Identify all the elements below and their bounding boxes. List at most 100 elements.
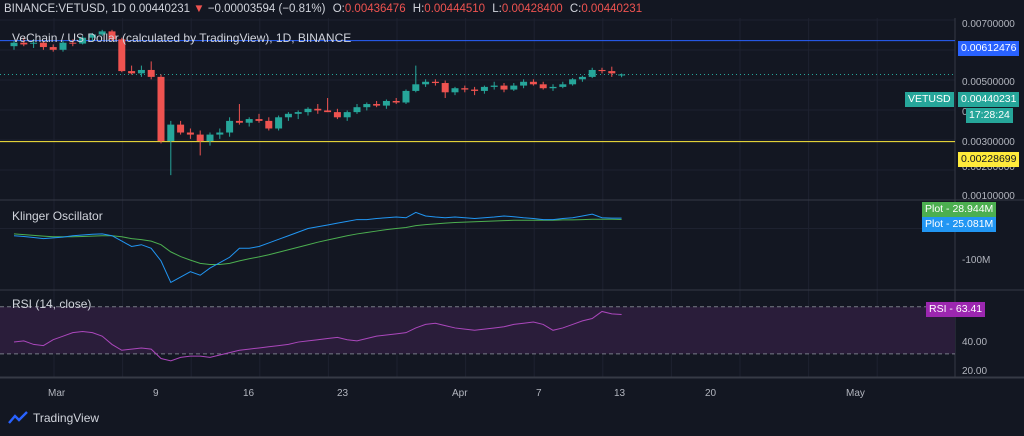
- candle-body: [392, 100, 400, 103]
- candle-body: [333, 112, 341, 118]
- candle-body: [608, 71, 616, 74]
- candle-body: [559, 84, 567, 87]
- price-change: −0.00003594 (−0.81%): [207, 3, 326, 15]
- candle-body: [314, 108, 322, 111]
- candle-body: [79, 37, 87, 44]
- candle-body: [196, 134, 204, 142]
- time-axis-label: May: [846, 388, 865, 399]
- klinger-kvo-label: Plot - 25.081M: [922, 217, 997, 232]
- klinger-kvo-line: [13, 211, 622, 284]
- candle-body: [588, 69, 596, 77]
- last-price: 0.00440231: [129, 3, 191, 15]
- candle-body: [186, 132, 194, 135]
- price-tick-label: 0.00300000: [962, 137, 1015, 148]
- candle-body: [402, 90, 410, 103]
- yellow-line-price-tag: 0.00228699: [958, 152, 1020, 167]
- candle-body: [88, 34, 96, 38]
- candle-body: [206, 134, 214, 142]
- candle-body: [578, 76, 586, 80]
- candle-body: [128, 71, 136, 74]
- klinger-signal-line: [13, 218, 622, 265]
- candle-body: [569, 79, 577, 85]
- candle-body: [539, 84, 547, 89]
- symbol-tag: VETUSD: [905, 92, 954, 107]
- candle-body: [118, 39, 126, 72]
- time-axis-label: 16: [243, 388, 255, 399]
- high-value: 0.00444510: [424, 3, 486, 15]
- candle-body: [451, 88, 459, 93]
- brand-name: TradingView: [33, 411, 100, 425]
- candle-body: [59, 42, 67, 50]
- tradingview-icon: [8, 411, 28, 424]
- candle-body: [20, 42, 28, 45]
- countdown-tag: 17:28:24: [966, 108, 1013, 123]
- candle-body: [529, 81, 537, 85]
- candle-body: [284, 113, 292, 118]
- candle-body: [510, 85, 518, 90]
- candle-body: [255, 119, 263, 121]
- close-value: 0.00440231: [581, 3, 643, 15]
- klinger-tick-label: -100M: [962, 255, 991, 266]
- candle-body: [49, 47, 57, 50]
- candle-body: [69, 42, 77, 44]
- candle-body: [294, 112, 302, 114]
- high-label: H:: [412, 3, 425, 15]
- low-value: 0.00428400: [501, 3, 563, 15]
- rsi-line: [13, 310, 622, 362]
- price-tick-label: 0.00700000: [962, 19, 1015, 30]
- symbol-name[interactable]: BINANCE:VETUSD, 1D: [4, 3, 127, 15]
- candle-body: [549, 86, 557, 89]
- symbol-header: BINANCE:VETUSD, 1D 0.00440231 ▼ −0.00003…: [0, 0, 1024, 18]
- time-axis-label: Apr: [452, 388, 468, 399]
- candle-body: [226, 120, 234, 133]
- candle-body: [343, 112, 351, 118]
- last-price-tag: 0.00440231: [958, 92, 1020, 107]
- candle-body: [490, 85, 498, 87]
- time-axis-label: Mar: [48, 388, 66, 399]
- rsi-tick-label: 40.00: [962, 337, 988, 348]
- time-axis-label: 23: [337, 388, 349, 399]
- candle-body: [177, 124, 185, 133]
- main-pane-title: VeChain / US Dollar (calculated by Tradi…: [12, 31, 352, 45]
- candle-body: [167, 124, 175, 142]
- open-label: O:: [332, 3, 345, 15]
- candle-body: [598, 69, 606, 72]
- candle-body: [382, 100, 390, 106]
- candle-body: [520, 81, 528, 86]
- candle-body: [275, 117, 283, 129]
- candle-body: [265, 120, 273, 129]
- low-label: L:: [492, 3, 502, 15]
- candle-body: [412, 84, 420, 91]
- klinger-pane-title: Klinger Oscillator: [12, 209, 103, 223]
- price-tick-label: 0.00500000: [962, 77, 1015, 88]
- candle-body: [98, 31, 106, 35]
- candle-body: [10, 42, 18, 47]
- tradingview-logo[interactable]: TradingView: [8, 411, 99, 425]
- candle-body: [431, 81, 439, 84]
- candle-body: [500, 85, 508, 90]
- candle-body: [147, 69, 155, 77]
- time-axis-label: 9: [153, 388, 159, 399]
- rsi-value-label: RSI - 63.41: [926, 302, 986, 317]
- klinger-signal-label: Plot - 28.944M: [922, 202, 997, 217]
- candle-body: [235, 120, 243, 123]
- candle-body: [422, 81, 430, 85]
- time-axis-label: 13: [614, 388, 626, 399]
- candle-body: [304, 108, 312, 113]
- candle-body: [157, 76, 165, 142]
- candle-body: [353, 107, 361, 113]
- candle-body: [618, 74, 626, 76]
- time-axis-label: 20: [705, 388, 717, 399]
- price-tick-label: 0: [962, 107, 968, 118]
- rsi-pane-title: RSI (14, close): [12, 297, 92, 311]
- open-value: 0.00436476: [344, 3, 406, 15]
- close-label: C:: [569, 3, 582, 15]
- candle-body: [461, 88, 469, 90]
- candle-body: [216, 132, 224, 135]
- price-tick-label: 0.00200000: [962, 162, 1015, 173]
- time-axis-label: 7: [536, 388, 542, 399]
- candle-body: [324, 110, 332, 113]
- candle-body: [363, 104, 371, 108]
